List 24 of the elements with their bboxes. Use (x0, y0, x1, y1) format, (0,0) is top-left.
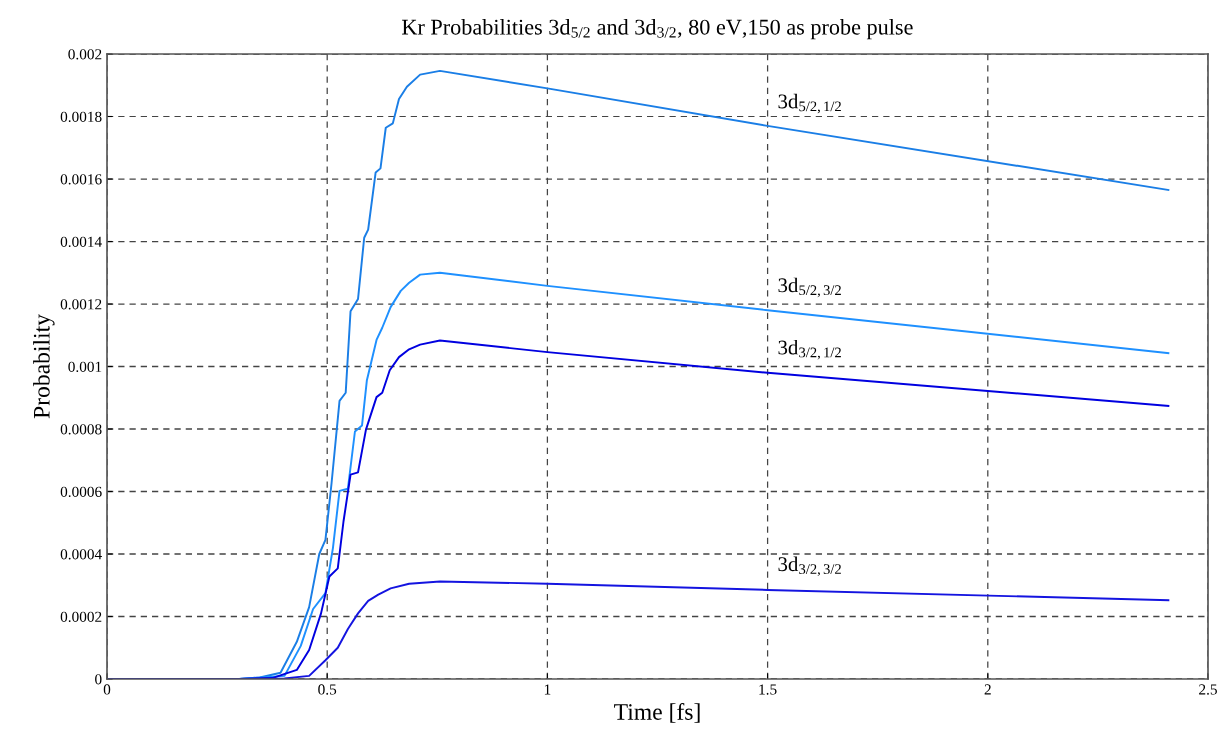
y-tick-label: 0.001 (68, 361, 102, 373)
x-tick-label: 1 (544, 684, 551, 695)
y-tick-label: 0.0006 (60, 486, 102, 498)
series-label: 3d$_{5/2,3/2}$ (778, 277, 841, 298)
series-label: 3d$_{5/2,1/2}$ (778, 93, 841, 114)
y-tick-label: 0.0016 (60, 174, 102, 185)
y-tick-label: 0.0004 (60, 549, 102, 560)
x-tick-label: 1.5 (759, 684, 777, 695)
series-label: 3d$_{3/2,3/2}$ (778, 556, 841, 577)
x-tick-label: 0.5 (318, 684, 337, 695)
chart-title: Kr Probabilities 3d$_{5/2}$ and 3d$_{3/2}$, 80 eV,150 as probe pulse (402, 19, 913, 40)
y-tick-label: 0.002 (68, 49, 102, 60)
x-axis-title: Time [fs] (614, 703, 700, 723)
y-tick-label: 0 (95, 674, 102, 685)
y-axis-title: Probability (33, 314, 55, 419)
y-tick-label: 0.0014 (60, 236, 102, 248)
y-tick-label: 0.0008 (60, 424, 102, 435)
x-tick-label: 2.5 (1199, 684, 1217, 695)
x-tick-label: 0 (103, 684, 111, 695)
y-tick-label: 0.0018 (60, 111, 102, 123)
series-label: 3d$_{3/2,1/2}$ (778, 339, 841, 360)
y-tick-label: 0.0002 (60, 611, 102, 623)
x-tick-label: 2 (984, 684, 991, 695)
y-tick-label: 0.0012 (60, 299, 102, 310)
